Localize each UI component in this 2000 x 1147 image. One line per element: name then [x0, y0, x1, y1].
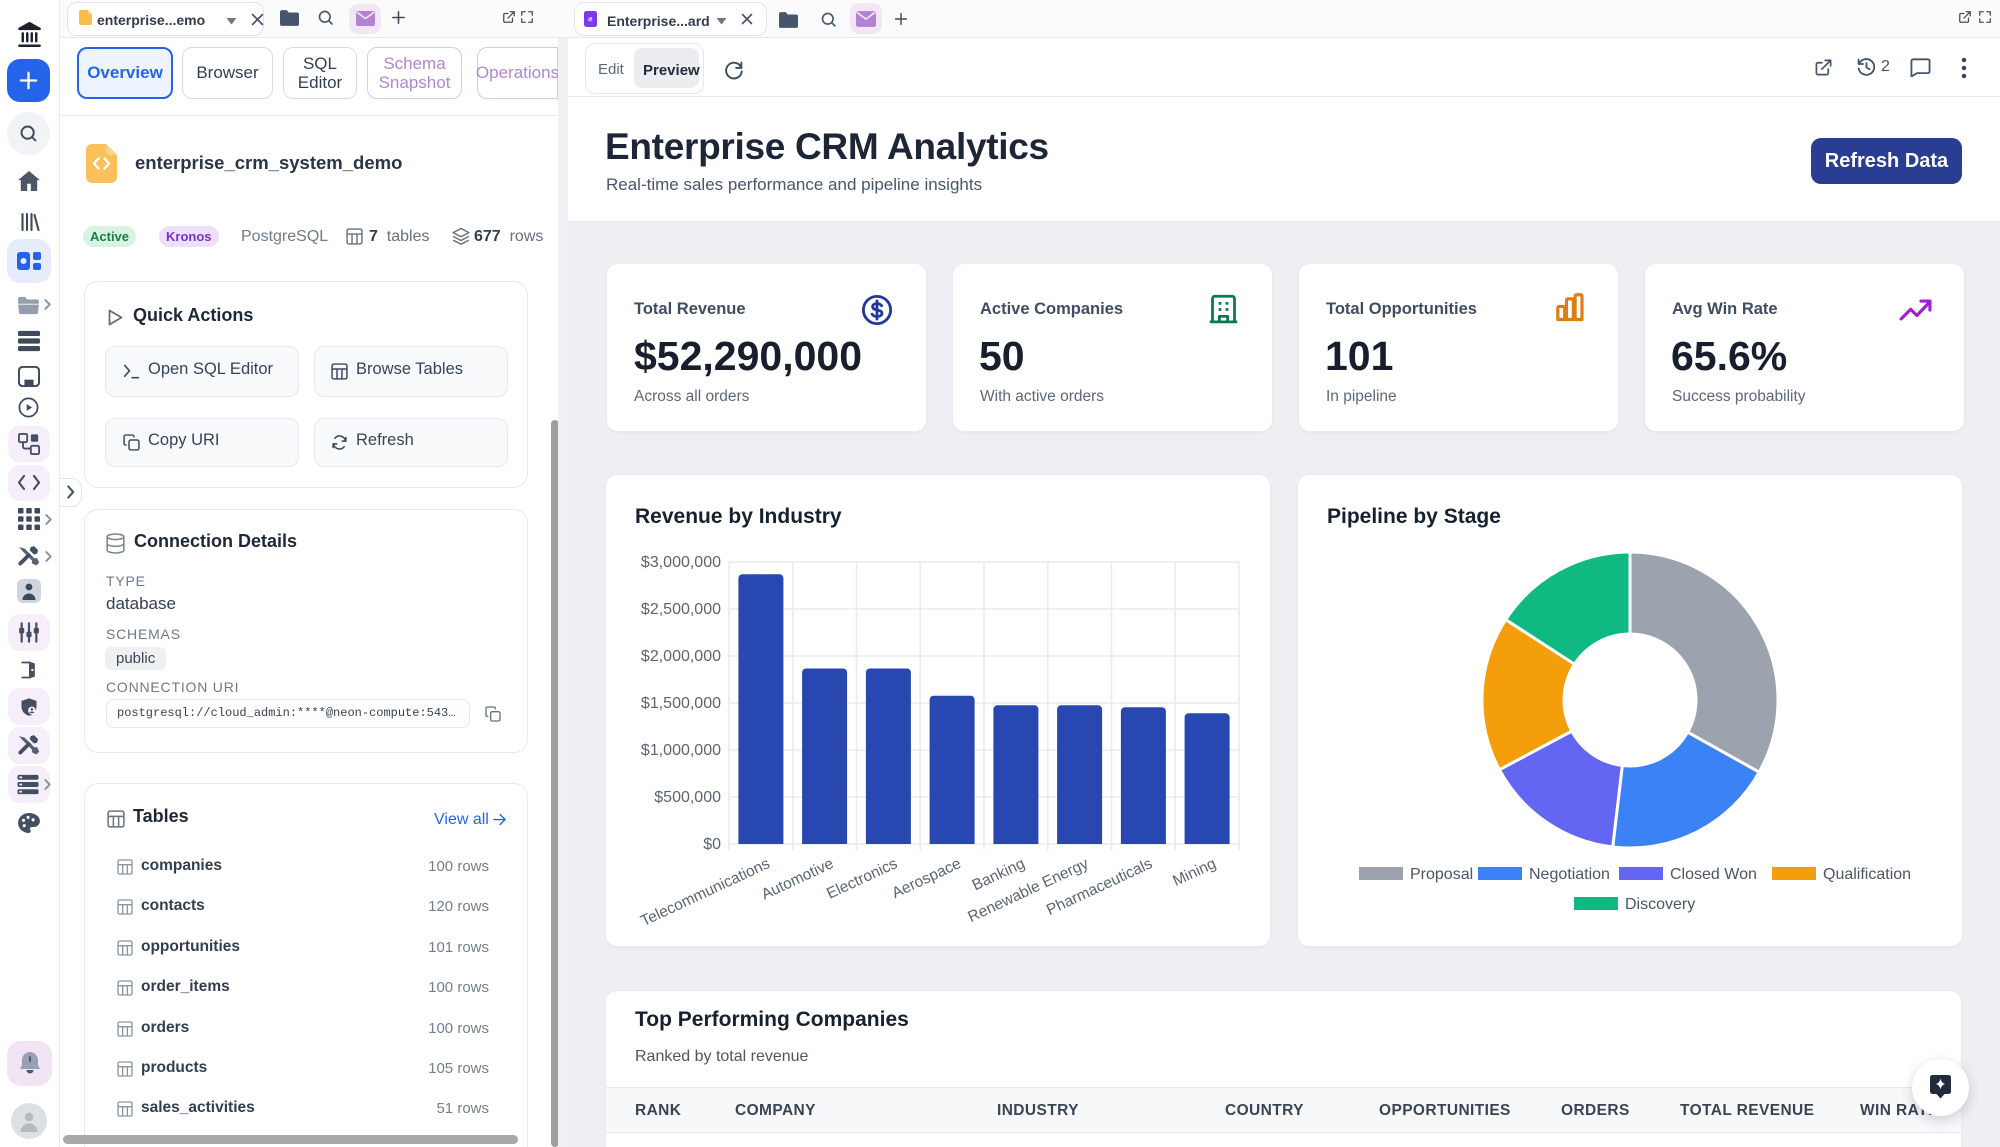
svg-text:$1,500,000: $1,500,000: [641, 695, 721, 712]
svg-text:Qualification: Qualification: [1823, 866, 1911, 883]
svg-text:Proposal: Proposal: [1410, 866, 1473, 883]
svg-text:$2,000,000: $2,000,000: [641, 648, 721, 665]
svg-text:Discovery: Discovery: [1625, 896, 1695, 913]
svg-text:Pharmaceuticals: Pharmaceuticals: [1044, 855, 1155, 919]
svg-text:Aerospace: Aerospace: [889, 855, 963, 902]
svg-text:$500,000: $500,000: [654, 789, 721, 806]
svg-text:$3,000,000: $3,000,000: [641, 554, 721, 571]
svg-text:$0: $0: [703, 836, 721, 853]
svg-text:Telecommunications: Telecommunications: [638, 855, 773, 930]
svg-text:Closed Won: Closed Won: [1670, 866, 1757, 883]
svg-text:$2,500,000: $2,500,000: [641, 601, 721, 618]
svg-text:Mining: Mining: [1170, 855, 1219, 890]
svg-text:Automotive: Automotive: [759, 855, 836, 903]
svg-text:Electronics: Electronics: [824, 855, 900, 903]
svg-text:Negotiation: Negotiation: [1529, 866, 1610, 883]
svg-text:$1,000,000: $1,000,000: [641, 742, 721, 759]
